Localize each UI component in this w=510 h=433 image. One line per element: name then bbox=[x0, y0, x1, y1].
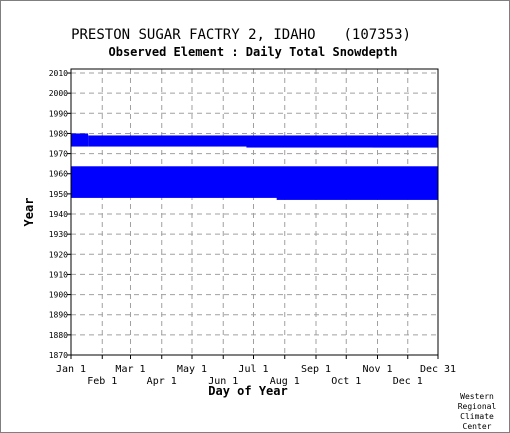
x-tick-label: Nov 1 bbox=[362, 364, 392, 375]
x-tick-label: Dec 31 bbox=[420, 364, 456, 375]
x-axis-label: Day of Year bbox=[208, 384, 287, 398]
y-tick-label: 1910 bbox=[49, 270, 68, 279]
y-tick-label: 1990 bbox=[49, 109, 68, 118]
snowdepth-records bbox=[71, 133, 438, 200]
observed-record-block bbox=[276, 196, 438, 200]
x-tick-label: Sep 1 bbox=[301, 364, 331, 375]
observed-record-block bbox=[88, 135, 438, 147]
station-id: (107353) bbox=[344, 27, 411, 43]
y-tick-label: 1970 bbox=[49, 150, 68, 159]
y-tick-label: 2010 bbox=[49, 69, 68, 78]
x-tick-label: Jun 1 bbox=[208, 376, 238, 387]
y-tick-label: 1880 bbox=[49, 331, 68, 340]
x-tick-label: Mar 1 bbox=[115, 364, 145, 375]
y-tick-label: 1960 bbox=[49, 170, 68, 179]
x-tick-label: Feb 1 bbox=[87, 376, 117, 387]
plot-frame bbox=[70, 68, 439, 356]
chart-subtitle: Observed Element : Daily Total Snowdepth bbox=[109, 45, 398, 59]
observed-record-block bbox=[71, 133, 89, 147]
x-tick-label: Dec 1 bbox=[393, 376, 423, 387]
y-tick-label: 1950 bbox=[49, 190, 68, 199]
y-tick-label: 1870 bbox=[49, 351, 68, 360]
credit-line: Regional bbox=[458, 402, 497, 411]
x-tick-label: Jan 1 bbox=[56, 364, 86, 375]
y-tick-label: 1930 bbox=[49, 230, 68, 239]
x-tick-label: Aug 1 bbox=[270, 376, 300, 387]
chart-title: PRESTON SUGAR FACTRY 2, IDAHO (107353) bbox=[71, 27, 411, 43]
x-tick-label: Oct 1 bbox=[331, 376, 361, 387]
y-axis-label: Year bbox=[22, 198, 36, 227]
observed-record-block bbox=[71, 166, 438, 198]
y-tick-label: 1980 bbox=[49, 129, 68, 138]
plot-area bbox=[71, 69, 438, 355]
y-tick-label: 2000 bbox=[49, 89, 68, 98]
credit-line: Western bbox=[460, 392, 494, 401]
observed-record-block bbox=[372, 143, 438, 148]
credit-line: Center bbox=[463, 422, 492, 431]
observed-record-block bbox=[246, 141, 438, 148]
x-tick-label: Jul 1 bbox=[238, 364, 268, 375]
y-tick-label: 1890 bbox=[49, 311, 68, 320]
y-tick-label: 1920 bbox=[49, 250, 68, 259]
credit-block: Western Regional Climate Center bbox=[458, 392, 497, 431]
y-tick-label: 1900 bbox=[49, 291, 68, 300]
x-tick-label: May 1 bbox=[177, 364, 207, 375]
axes: 1870 1880 1890 1900 1910 1920 1930 1940 1950 1960… bbox=[49, 69, 456, 387]
y-tick-label: 1940 bbox=[49, 210, 68, 219]
x-tick-label: Apr 1 bbox=[147, 376, 177, 387]
station-name: PRESTON SUGAR FACTRY 2, IDAHO bbox=[71, 27, 315, 43]
credit-line: Climate bbox=[460, 412, 494, 421]
